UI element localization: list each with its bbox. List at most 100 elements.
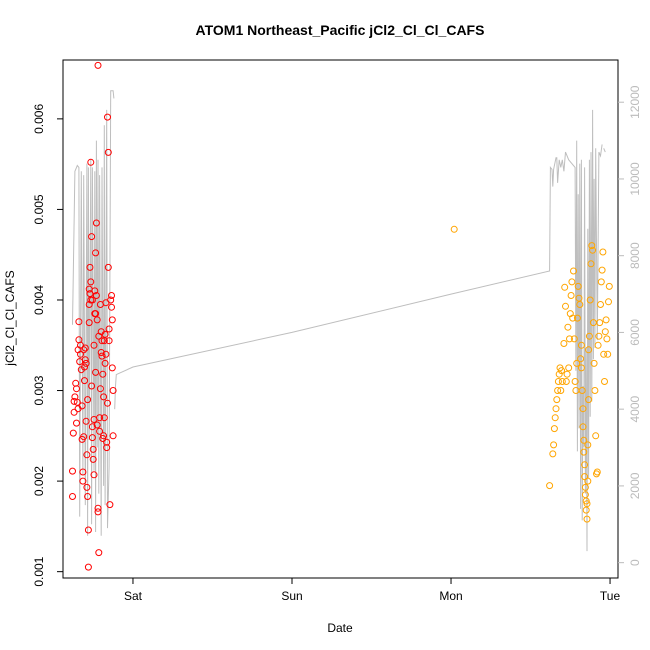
data-point-s2-18 <box>562 378 570 385</box>
scatter-points <box>69 61 613 571</box>
x-tick-label-2: Mon <box>439 589 462 603</box>
data-point-s2-32 <box>573 314 581 322</box>
data-point-s1-100 <box>87 296 95 304</box>
data-point-s2-4 <box>550 425 558 433</box>
data-point-s2-9 <box>554 378 562 385</box>
data-point-s1-25 <box>81 356 89 364</box>
data-point-s2-81 <box>605 282 613 290</box>
data-point-s1-93 <box>92 310 100 318</box>
data-point-s1-2 <box>69 429 77 437</box>
data-point-s1-0 <box>69 493 76 500</box>
y2-axis: 0 2000 4000 6000 8000 10000 12000 <box>618 85 642 566</box>
data-point-s1-24 <box>81 363 88 371</box>
data-point-s1-60 <box>96 385 104 393</box>
y-axis-label: jCl2_Cl_Cl_CAFS <box>3 270 17 366</box>
data-point-s1-1 <box>69 467 76 475</box>
data-point-s1-76 <box>104 399 111 407</box>
data-point-s1-79 <box>104 263 112 271</box>
data-point-s2-54 <box>585 396 593 404</box>
data-point-s1-22 <box>80 433 88 441</box>
data-point-s1-28 <box>83 451 91 459</box>
data-point-s1-49 <box>92 249 100 257</box>
data-point-s2-0 <box>450 225 458 233</box>
data-point-s1-27 <box>82 417 90 425</box>
data-point-s2-2 <box>549 450 557 458</box>
data-point-s1-36 <box>86 263 94 271</box>
data-point-s2-14 <box>558 378 566 385</box>
data-point-s1-95 <box>98 337 106 345</box>
data-point-s1-74 <box>103 438 111 446</box>
data-point-s1-77 <box>104 113 111 121</box>
data-point-s2-71 <box>597 278 605 286</box>
data-point-s1-75 <box>103 444 111 452</box>
x-axis-label: Date <box>327 621 353 635</box>
x-axis: Sat Sun Mon Tue <box>124 578 620 603</box>
data-point-s1-50 <box>92 368 100 376</box>
altitude-line-1 <box>114 109 603 552</box>
data-point-s2-57 <box>586 296 594 304</box>
altitude-lines <box>72 90 606 552</box>
data-point-s1-40 <box>88 382 96 390</box>
data-point-s2-21 <box>565 364 573 372</box>
data-point-s1-90 <box>94 61 102 69</box>
data-point-s2-77 <box>602 316 610 324</box>
data-point-s2-50 <box>583 515 591 523</box>
y-tick-label-4: 0.005 <box>32 194 46 224</box>
data-point-s1-41 <box>88 423 96 431</box>
data-point-s1-73 <box>102 350 110 358</box>
data-point-s2-72 <box>598 266 606 274</box>
data-point-s1-68 <box>100 393 108 401</box>
x-tick-label-0: Sat <box>124 589 143 603</box>
plot-frame <box>62 59 619 579</box>
data-point-s1-85 <box>108 303 115 311</box>
data-point-s1-67 <box>100 432 108 440</box>
data-point-s2-62 <box>590 359 598 367</box>
data-point-s2-49 <box>582 506 590 514</box>
data-point-s1-51 <box>92 219 100 227</box>
data-point-s2-55 <box>585 346 593 354</box>
data-point-s2-70 <box>597 301 604 308</box>
data-point-s2-68 <box>595 332 603 340</box>
data-point-s2-73 <box>599 248 607 256</box>
data-point-s2-33 <box>574 282 582 290</box>
data-point-s1-16 <box>77 350 84 358</box>
data-point-s1-44 <box>89 455 97 463</box>
data-point-s2-8 <box>554 387 562 394</box>
data-point-s1-13 <box>75 318 83 326</box>
data-point-s2-79 <box>604 350 612 358</box>
data-point-s1-52 <box>92 292 100 299</box>
y2-tick-label-0: 0 <box>628 559 642 566</box>
data-point-s1-82 <box>106 501 114 509</box>
data-point-s1-43 <box>89 445 97 453</box>
data-point-s2-36 <box>577 355 585 363</box>
data-point-s2-1 <box>546 482 554 490</box>
data-point-s2-25 <box>568 278 576 286</box>
data-point-s2-35 <box>576 301 584 308</box>
data-point-s2-42 <box>580 436 588 444</box>
data-point-s1-23 <box>81 377 88 385</box>
data-point-s2-3 <box>550 441 558 449</box>
data-point-s1-97 <box>80 346 88 354</box>
data-point-s1-31 <box>84 563 92 571</box>
y-tick-label-5: 0.006 <box>32 104 46 134</box>
data-point-s2-37 <box>577 341 585 349</box>
data-point-s2-45 <box>581 473 589 481</box>
data-point-s1-8 <box>73 419 80 427</box>
data-point-s1-64 <box>98 352 106 360</box>
data-point-s1-4 <box>70 397 78 405</box>
data-point-s2-51 <box>583 500 591 508</box>
data-point-s2-29 <box>571 378 579 385</box>
data-point-s2-26 <box>569 314 577 322</box>
data-point-s1-83 <box>107 296 115 304</box>
data-point-s1-38 <box>87 278 95 286</box>
data-point-s1-80 <box>105 337 113 345</box>
data-point-s1-101 <box>90 416 98 423</box>
data-point-s2-67 <box>594 341 602 349</box>
data-point-s1-26 <box>81 344 89 352</box>
data-point-s2-28 <box>570 335 578 343</box>
data-point-s2-39 <box>578 387 586 394</box>
data-point-s2-41 <box>579 423 587 431</box>
data-point-s2-58 <box>587 260 595 268</box>
data-point-s1-88 <box>109 387 117 394</box>
